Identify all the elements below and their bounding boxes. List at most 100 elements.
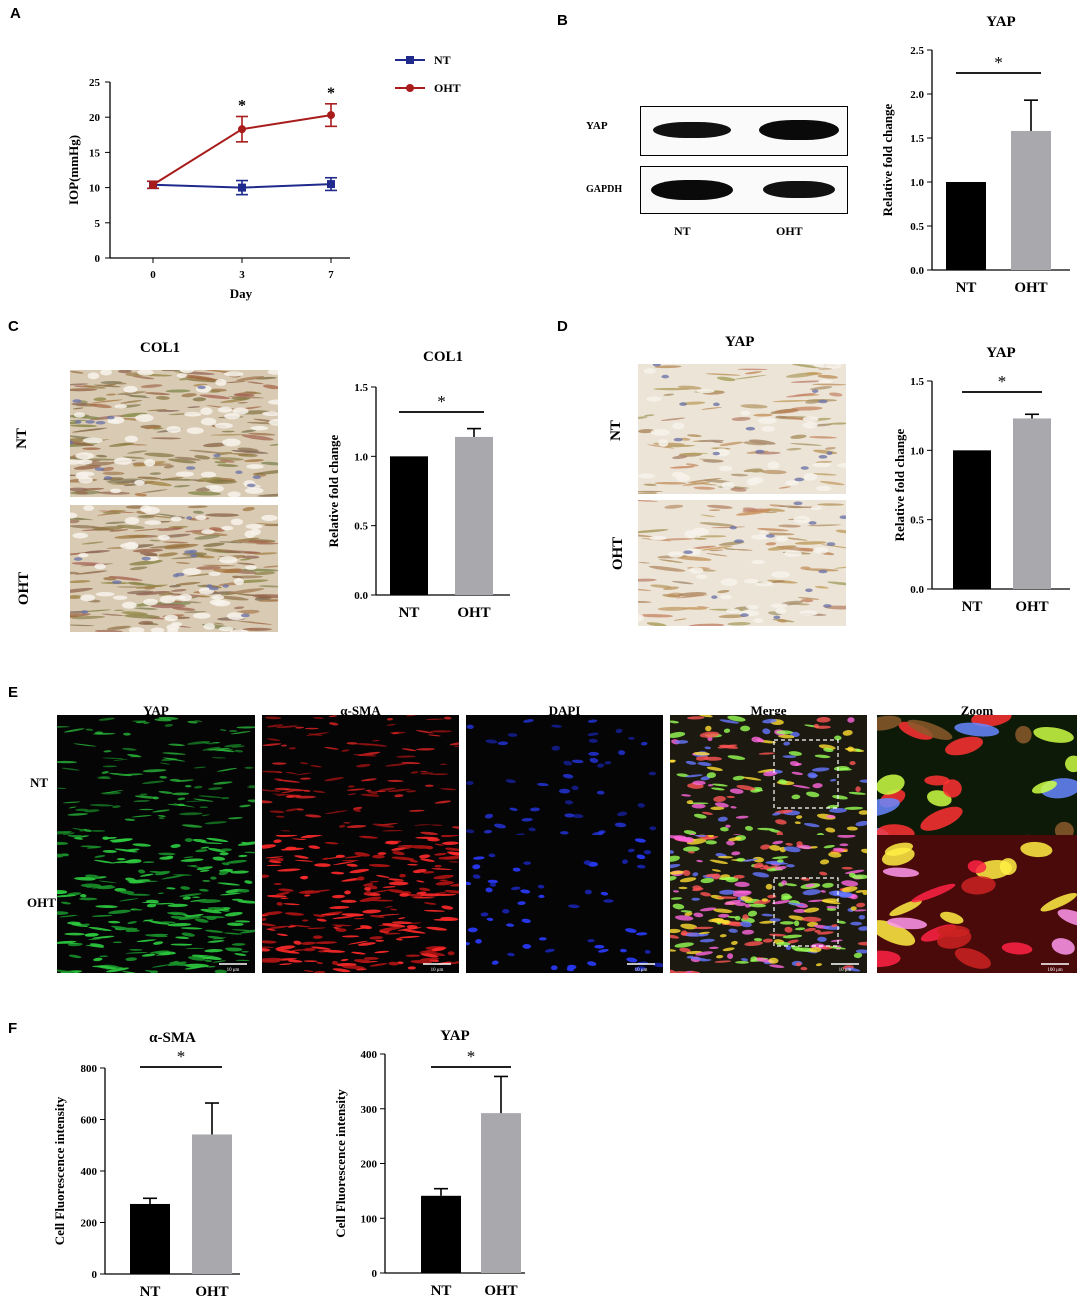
fluor-signal (762, 718, 777, 724)
tissue-fiber (638, 500, 658, 502)
tissue-fiber (70, 519, 80, 524)
tissue-fiber (134, 493, 147, 497)
fluor-signal (538, 894, 545, 898)
fluor-signal (412, 869, 427, 874)
tissue-gap (227, 491, 241, 497)
tissue-nucleus (103, 476, 113, 480)
tissue-fiber (241, 429, 257, 433)
tissue-gap (813, 364, 825, 368)
tissue-gap (233, 577, 245, 586)
tissue-fiber (70, 571, 80, 575)
tissue-fiber (127, 450, 148, 454)
fluor-signal (377, 852, 387, 855)
fluor-signal (368, 863, 391, 868)
fluor-signal (138, 869, 146, 874)
tissue-gap (209, 485, 224, 493)
fluor-signal (806, 791, 820, 798)
fluor-signal (223, 932, 243, 935)
fluor-signal (730, 806, 737, 809)
chart-title: α-SMA (149, 1030, 196, 1046)
fluor-signal (358, 835, 378, 839)
tissue-gap (176, 373, 188, 378)
fluor-signal (95, 905, 118, 908)
tissue-gap (250, 528, 261, 536)
tissue-fiber (203, 542, 225, 547)
tissue-gap (229, 629, 249, 632)
fluor-signal (201, 742, 215, 745)
tissue-gap (87, 372, 100, 380)
fluor-signal (330, 871, 345, 875)
tissue-fiber (70, 383, 89, 386)
fluor-signal (636, 864, 646, 869)
fluor-signal (757, 768, 776, 773)
fluor-signal (795, 962, 802, 967)
fluor-signal (405, 954, 421, 957)
fluor-signal (426, 926, 448, 931)
fluor-signal (362, 909, 382, 914)
fluor-signal (783, 846, 801, 853)
fluor-signal (158, 892, 165, 895)
fluor-signal (180, 858, 204, 862)
tissue-nucleus (711, 595, 718, 599)
fluor-signal (353, 753, 377, 757)
fluor-signal (528, 827, 536, 832)
fluor-signal (731, 851, 741, 856)
fluor-signal (416, 748, 436, 751)
tissue-nucleus (72, 399, 82, 403)
tissue-gap (638, 473, 655, 479)
tissue-fiber (232, 575, 264, 579)
fluor-signal (802, 916, 822, 922)
fluor-signal (275, 945, 296, 951)
fluor-signal (104, 789, 124, 794)
fluor-signal (587, 939, 595, 943)
tissue-fiber (142, 489, 168, 493)
fluor-signal (332, 916, 355, 919)
fluor-image-oht-4: 100 μm (877, 835, 1077, 973)
fluor-signal (851, 874, 867, 880)
tissue-nucleus (818, 399, 828, 404)
fluor-signal (603, 899, 614, 903)
fluor-signal (240, 900, 248, 902)
tissue-gap (124, 517, 140, 525)
fluor-signal (621, 859, 629, 864)
fluor-signal (842, 729, 853, 736)
band-yap-oht (759, 120, 839, 140)
fluor-signal (483, 829, 493, 834)
fluor-signal (670, 850, 675, 854)
tissue-fiber (717, 589, 730, 594)
fluor-signal (1040, 892, 1077, 912)
fluor-signal (430, 730, 452, 733)
fluor-signal (420, 772, 434, 775)
fluor-signal (279, 963, 293, 966)
fluor-signal (312, 717, 324, 719)
fluor-signal (160, 921, 176, 924)
tissue-gap (211, 595, 225, 600)
fluor-signal (241, 950, 249, 953)
fluor-signal (494, 823, 506, 829)
fluor-signal (237, 888, 250, 893)
fluor-signal (303, 969, 314, 973)
fluor-signal (294, 859, 314, 862)
fluor-signal (397, 927, 422, 931)
fluor-signal (832, 847, 845, 852)
fluor-signal (193, 798, 214, 802)
fluor-signal (679, 947, 691, 953)
fluor-signal (818, 744, 836, 750)
tissue-gap (164, 614, 179, 622)
tissue-gap (261, 514, 278, 521)
fluor-signal (299, 762, 309, 765)
fluor-signal (886, 917, 928, 930)
fluor-signal (877, 715, 902, 731)
fluor-signal (435, 881, 454, 886)
tissue-gap (671, 471, 685, 478)
fluor-signal (717, 896, 738, 899)
fluor-signal (132, 843, 152, 847)
fluor-signal (728, 837, 742, 842)
fluor-signal (180, 927, 203, 930)
fluor-signal (427, 734, 441, 737)
fluor-signal (488, 853, 496, 858)
tissue-fiber (133, 528, 163, 532)
fluor-signal (61, 767, 80, 771)
panel-label-e: E (8, 684, 19, 701)
tissue-gap (120, 542, 139, 550)
